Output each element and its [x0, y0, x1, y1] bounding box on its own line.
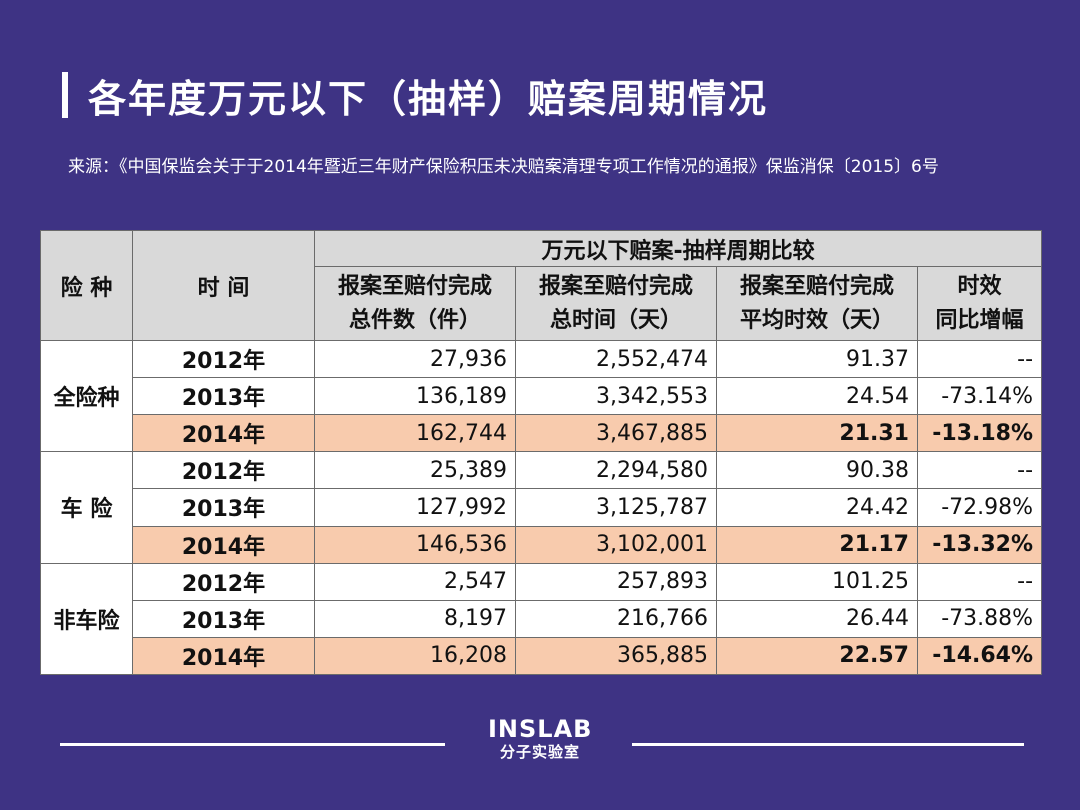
- avg-cell: 21.17: [716, 525, 918, 564]
- total-cell: 2,552,474: [515, 339, 717, 379]
- header-count: 报案至赔付完成 总件数（件）: [314, 266, 516, 341]
- table-row: 2013年 136,189 3,342,553 24.54 -73.14%: [41, 377, 1043, 416]
- count-cell: 27,936: [314, 339, 516, 379]
- yoy-cell: -73.14%: [916, 377, 1043, 416]
- count-cell: 162,744: [314, 414, 516, 453]
- table-row: 车 险 2012年 25,389 2,294,580 90.38 --: [40, 451, 1043, 564]
- category-cell: 车 险: [40, 451, 133, 564]
- header-avg-line1: 报案至赔付完成: [739, 273, 894, 299]
- brand-logo: INSLAB 分子实验室: [488, 716, 592, 762]
- avg-cell: 26.44: [716, 599, 918, 638]
- total-cell: 3,467,885: [515, 414, 717, 453]
- table-row-highlight: 2014年 16,208 365,885 22.57 -14.64%: [41, 636, 1043, 676]
- year-cell: 2013年: [132, 377, 315, 416]
- count-cell: 136,189: [314, 377, 516, 416]
- title-accent-bar: [62, 72, 68, 118]
- footer-divider-left: [60, 743, 445, 746]
- avg-cell: 24.42: [716, 488, 918, 527]
- header-group-title: 万元以下赔案-抽样周期比较: [313, 230, 1043, 267]
- category-cell: 全险种: [40, 339, 133, 453]
- count-cell: 25,389: [314, 451, 516, 490]
- table-row-highlight: 2014年 162,744 3,467,885 21.31 -13.18%: [41, 414, 1043, 453]
- total-cell: 2,294,580: [515, 451, 717, 490]
- source-note: 来源：《中国保监会关于于2014年暨近三年财产保险积压未决赔案清理专项工作情况的…: [68, 157, 939, 177]
- header-total: 报案至赔付完成 总时间（天）: [515, 266, 717, 341]
- count-cell: 8,197: [314, 599, 516, 638]
- page-title: 各年度万元以下（抽样）赔案周期情况: [88, 77, 769, 121]
- year-cell: 2014年: [132, 414, 315, 453]
- count-cell: 146,536: [314, 525, 516, 564]
- category-cell: 非车险: [40, 562, 133, 676]
- header-avg-line2: 平均时效（天）: [739, 307, 894, 333]
- avg-cell: 24.54: [716, 377, 918, 416]
- yoy-cell: -13.18%: [916, 414, 1043, 453]
- total-cell: 3,125,787: [515, 488, 717, 527]
- year-cell: 2013年: [132, 488, 315, 527]
- header-total-line1: 报案至赔付完成: [538, 273, 693, 299]
- table-row: 2013年 127,992 3,125,787 24.42 -72.98%: [41, 488, 1043, 527]
- yoy-cell: -72.98%: [916, 488, 1043, 527]
- header-total-line2: 总时间（天）: [549, 307, 682, 333]
- year-cell: 2014年: [132, 636, 315, 676]
- yoy-cell: --: [916, 339, 1043, 379]
- count-cell: 127,992: [314, 488, 516, 527]
- year-cell: 2012年: [132, 451, 315, 490]
- yoy-cell: -13.32%: [916, 525, 1043, 564]
- total-cell: 3,102,001: [515, 525, 717, 564]
- avg-cell: 22.57: [716, 636, 918, 676]
- avg-cell: 91.37: [716, 339, 918, 379]
- footer-divider-right: [632, 743, 1024, 746]
- total-cell: 216,766: [515, 599, 717, 638]
- table-row: 全险种 2012年 27,936 2,552,474 91.37 --: [40, 339, 1043, 453]
- avg-cell: 101.25: [716, 562, 918, 601]
- total-cell: 3,342,553: [515, 377, 717, 416]
- header-time: 时 间: [132, 230, 315, 341]
- total-cell: 257,893: [515, 562, 717, 601]
- claims-cycle-table: 险 种 时 间 万元以下赔案-抽样周期比较 报案至赔付完成 总件数（件） 报案至…: [40, 230, 1043, 676]
- yoy-cell: --: [916, 451, 1043, 490]
- count-cell: 2,547: [314, 562, 516, 601]
- brand-name-cn: 分子实验室: [499, 743, 580, 761]
- header-count-line1: 报案至赔付完成: [337, 273, 492, 299]
- header-yoy-line2: 同比增幅: [935, 307, 1024, 333]
- yoy-cell: -14.64%: [916, 636, 1043, 676]
- table-row-highlight: 2014年 146,536 3,102,001 21.17 -13.32%: [41, 525, 1043, 564]
- avg-cell: 90.38: [716, 451, 918, 490]
- header-yoy-line1: 时效: [957, 273, 1002, 299]
- avg-cell: 21.31: [716, 414, 918, 453]
- total-cell: 365,885: [515, 636, 717, 676]
- year-cell: 2014年: [132, 525, 315, 564]
- header-yoy: 时效 同比增幅: [916, 266, 1043, 341]
- yoy-cell: -73.88%: [916, 599, 1043, 638]
- header-category: 险 种: [40, 230, 133, 341]
- yoy-cell: --: [916, 562, 1043, 601]
- header-avg: 报案至赔付完成 平均时效（天）: [716, 266, 918, 341]
- brand-name-en: INSLAB: [488, 715, 593, 743]
- year-cell: 2012年: [132, 562, 315, 601]
- year-cell: 2012年: [132, 339, 315, 379]
- header-count-line2: 总件数（件）: [348, 307, 481, 333]
- year-cell: 2013年: [132, 599, 315, 638]
- count-cell: 16,208: [314, 636, 516, 676]
- table-row: 2013年 8,197 216,766 26.44 -73.88%: [41, 599, 1043, 638]
- table-row: 非车险 2012年 2,547 257,893 101.25 --: [40, 562, 1043, 676]
